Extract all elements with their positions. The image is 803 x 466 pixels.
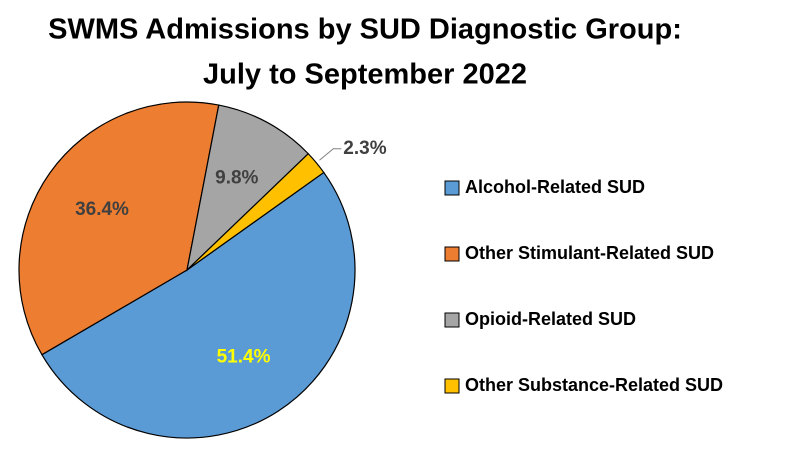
data-label: 9.8% (215, 168, 258, 189)
chart-title: SWMS Admissions by SUD Diagnostic Group: (48, 14, 682, 46)
legend-label: Alcohol-Related SUD (465, 177, 645, 197)
legend-swatch (444, 180, 460, 196)
legend-swatch (444, 312, 460, 328)
legend-swatch (444, 246, 460, 262)
data-label: 51.4% (217, 346, 271, 367)
data-label: 36.4% (75, 199, 129, 220)
pie-slice (186, 104, 310, 272)
legend-label: Other Substance-Related SUD (465, 375, 723, 395)
pie-slice (186, 152, 325, 271)
legend-swatch (444, 378, 460, 394)
pie-slice (41, 171, 356, 439)
data-label: 2.3% (343, 138, 386, 159)
chart-title: July to September 2022 (203, 59, 527, 91)
leader-line (319, 148, 342, 161)
legend-label: Opioid-Related SUD (465, 309, 636, 329)
pie-slice (18, 101, 220, 356)
legend-label: Other Stimulant-Related SUD (465, 243, 714, 263)
